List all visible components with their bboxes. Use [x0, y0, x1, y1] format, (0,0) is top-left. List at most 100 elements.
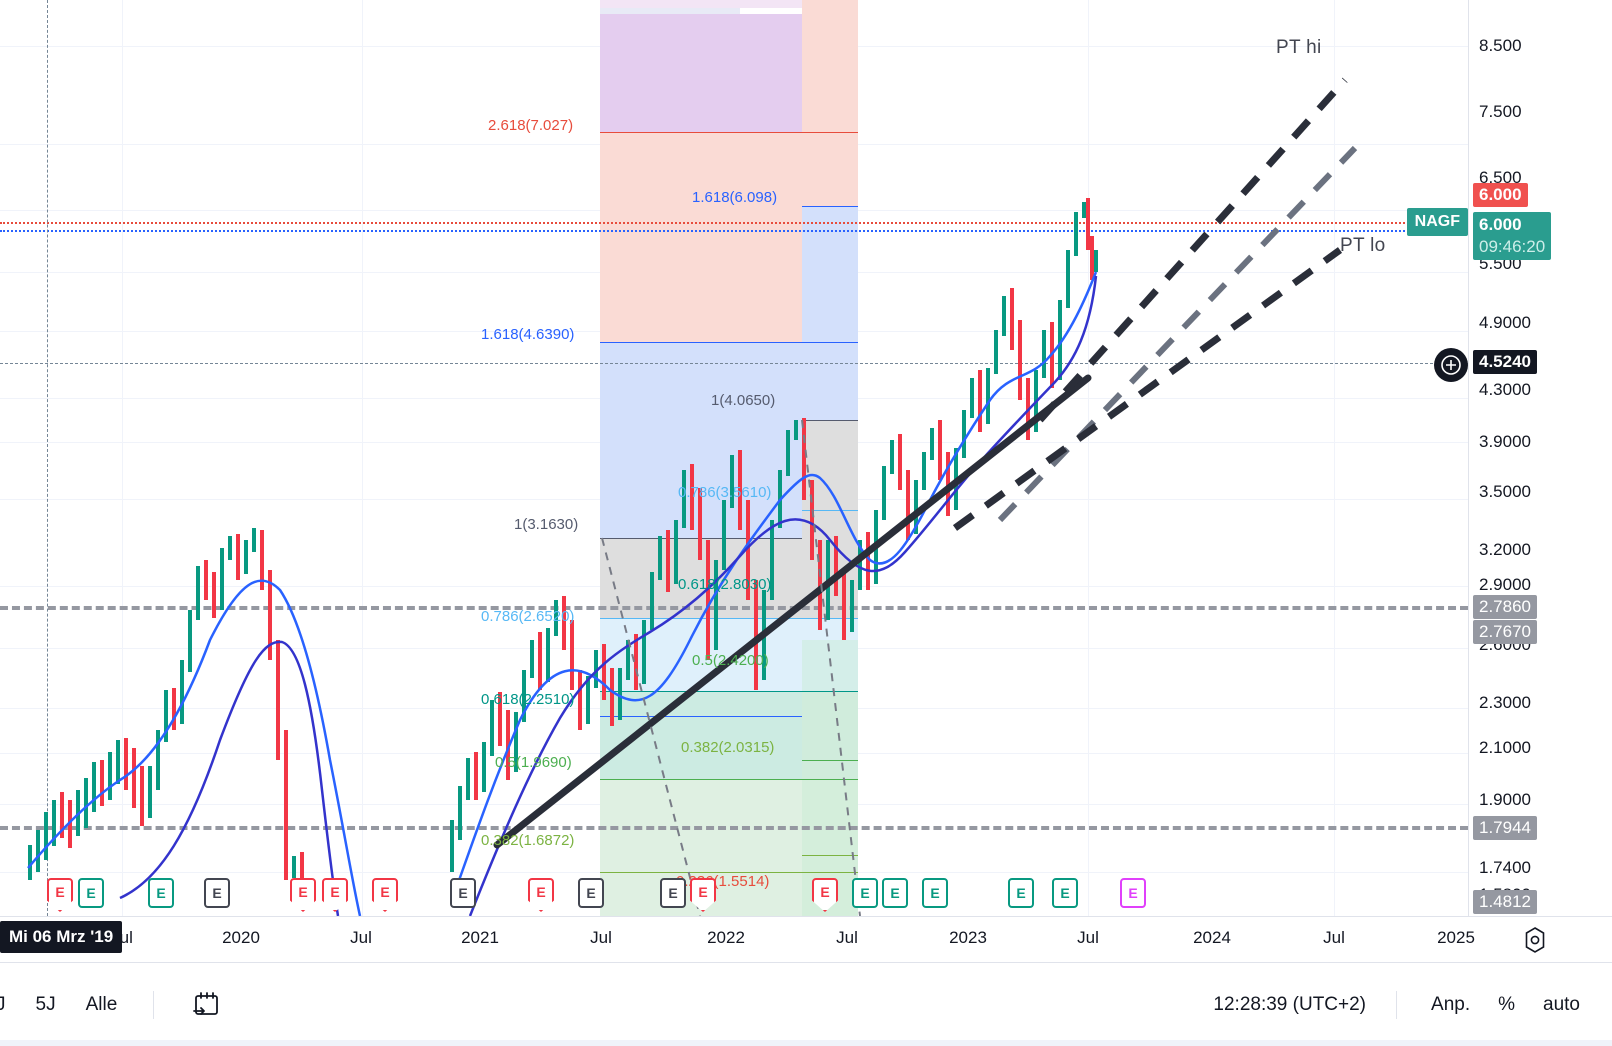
bottom-toolbar[interactable]: J 5J Alle 12:28:39 (UTC+2) Anp. % auto: [0, 962, 1612, 1046]
crosshair-date-tooltip: Mi 06 Mrz '19: [0, 921, 123, 953]
time-tick: 2022: [707, 928, 745, 947]
fib-label-1-4065: 1(4.0650): [711, 392, 776, 409]
alert-price-badge-low[interactable]: 1.7944: [1473, 816, 1537, 840]
fib-zone-red-1618: [600, 206, 802, 342]
earnings-marker[interactable]: E: [660, 878, 686, 908]
fib-zone-pink-top: [802, 0, 858, 132]
chart-settings-button[interactable]: [1520, 925, 1550, 955]
fib-label-05-1969: 0.5(1.9690): [495, 754, 572, 771]
fib-zone-top: [600, 0, 858, 8]
fib-line-0382-16872: [600, 872, 858, 873]
earnings-marker[interactable]: E: [1120, 878, 1146, 908]
fib-zone-teal-2: [802, 691, 858, 779]
price-tick: 4.3000: [1479, 380, 1531, 399]
fib-line-1618-upper: [802, 206, 858, 207]
fib-label-0786-3561: 0.786(3.5610): [678, 484, 772, 501]
alert-price-badge-high[interactable]: 2.7860: [1473, 595, 1537, 619]
fib-line-0382-right: [802, 855, 858, 856]
earnings-marker[interactable]: E: [290, 878, 316, 912]
time-tick: Jul: [590, 928, 612, 947]
crosshair-vertical: [47, 0, 48, 916]
time-axis[interactable]: Jul 2020 Jul 2021 Jul 2022 Jul 2023 Jul …: [0, 916, 1612, 962]
earnings-marker[interactable]: E: [322, 878, 348, 912]
fib-label-0382-16872: 0.382(1.6872): [481, 832, 575, 849]
time-tick: 2024: [1193, 928, 1231, 947]
gear-icon: [1525, 927, 1545, 953]
fib-line-1-4065: [802, 420, 858, 421]
ma-fast-line: [27, 579, 362, 916]
last-price-value: 6.000: [1479, 215, 1522, 234]
alert-line-2786[interactable]: [0, 606, 1468, 610]
range-button-all[interactable]: Alle: [82, 992, 122, 1018]
pt-lo-label: PT lo: [1340, 235, 1386, 256]
price-axis[interactable]: 8.500 7.500 6.500 5.500 4.9000 4.3000 3.…: [1468, 0, 1612, 916]
earnings-marker[interactable]: E: [1052, 878, 1078, 908]
earnings-marker[interactable]: E: [882, 878, 908, 908]
candlestick-series: [28, 198, 1098, 886]
price-tick: 3.5000: [1479, 482, 1531, 501]
ma-fast-line-2: [450, 271, 1098, 901]
percent-scale-button[interactable]: %: [1494, 992, 1519, 1018]
earnings-marker[interactable]: E: [148, 878, 174, 908]
earnings-marker[interactable]: E: [204, 878, 230, 908]
range-button-5y[interactable]: 5J: [32, 992, 60, 1018]
symbol-tag[interactable]: NAGF: [1406, 208, 1468, 236]
earnings-marker[interactable]: E: [690, 878, 716, 912]
grid-line-vertical: [1334, 0, 1335, 916]
earnings-marker[interactable]: E: [450, 878, 476, 908]
grid-line-vertical: [362, 0, 363, 916]
fib-label-0382-20315: 0.382(2.0315): [681, 739, 775, 756]
bottom-strip: [0, 1040, 1612, 1046]
go-to-date-icon: [193, 991, 219, 1015]
time-tick: 2023: [949, 928, 987, 947]
earnings-marker[interactable]: E: [812, 878, 838, 912]
range-button-1y[interactable]: J: [0, 992, 10, 1018]
earnings-marker[interactable]: E: [78, 878, 104, 908]
fib-label-0618-2251: 0.618(2.2510): [481, 691, 575, 708]
time-tick: Jul: [836, 928, 858, 947]
chart-pane[interactable]: 2.618(7.027) 1.618(6.098) 1.618(4.6390) …: [0, 0, 1468, 916]
bottom-price-badge[interactable]: 1.4812: [1473, 890, 1537, 914]
add-order-plus-icon[interactable]: [1434, 348, 1468, 382]
time-tick: Jul: [1077, 928, 1099, 947]
last-price-badge-green[interactable]: 6.000 09:46:20: [1473, 212, 1552, 261]
earnings-marker[interactable]: E: [578, 878, 604, 908]
toolbar-right-group: 12:28:39 (UTC+2) Anp. % auto: [1213, 990, 1612, 1019]
fib-zone-blue-upper: [802, 206, 858, 342]
earnings-marker[interactable]: E: [922, 878, 948, 908]
chart-series-overlay: [27, 77, 1358, 916]
fib-label-05-242: 0.5(2.4200): [692, 652, 769, 669]
fib-line-1618: [600, 342, 858, 343]
price-tick: 4.9000: [1479, 313, 1531, 332]
ma-slow-line: [119, 640, 340, 916]
chart-clock: 12:28:39 (UTC+2): [1213, 993, 1367, 1015]
time-tick: Jul: [1323, 928, 1345, 947]
fib-label-0618-2803: 0.618(2.8030): [678, 576, 772, 593]
fib-zone-green-right: [802, 640, 858, 916]
go-to-date-button[interactable]: [186, 987, 226, 1023]
adjust-data-button[interactable]: Anp.: [1427, 992, 1474, 1018]
fib-line-0786-3561: [802, 510, 858, 511]
fib-zone-lightblue-2: [802, 618, 858, 691]
earnings-marker[interactable]: E: [528, 878, 554, 912]
pt-hi-ray: [1037, 77, 1348, 423]
earnings-marker[interactable]: E: [372, 878, 398, 912]
fib-label-1-3163: 1(3.1630): [514, 516, 579, 533]
price-tick: 3.9000: [1479, 432, 1531, 451]
earnings-marker[interactable]: E: [1008, 878, 1034, 908]
auto-scale-button[interactable]: auto: [1539, 992, 1584, 1018]
alert-price-badge-mid[interactable]: 2.7670: [1473, 620, 1537, 644]
fib-label-2618: 2.618(7.027): [488, 117, 574, 134]
fib-line-2618: [600, 132, 858, 133]
alert-line-17944[interactable]: [0, 826, 1468, 830]
price-tick: 8.500: [1479, 36, 1522, 55]
pt-lo-ray: [952, 247, 1343, 531]
price-line-blue-dotted: [0, 230, 1468, 232]
price-tick: 7.500: [1479, 102, 1522, 121]
last-price-badge-red[interactable]: 6.000: [1473, 183, 1528, 207]
crosshair-price-badge: 4.5240: [1473, 350, 1537, 374]
price-tick: 3.2000: [1479, 540, 1531, 559]
earnings-marker[interactable]: E: [852, 878, 878, 908]
price-tick: 6.500: [1479, 168, 1522, 187]
earnings-marker[interactable]: E: [47, 878, 73, 912]
